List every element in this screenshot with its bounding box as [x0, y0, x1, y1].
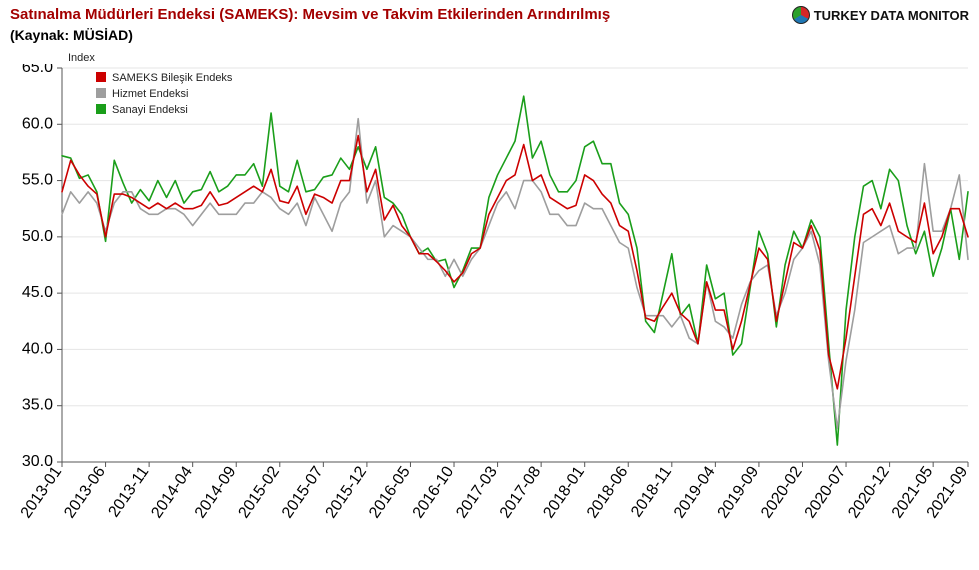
svg-text:2013-06: 2013-06 — [61, 463, 109, 521]
series-hizmet-endeksi — [62, 119, 968, 429]
svg-text:2013-11: 2013-11 — [105, 463, 152, 520]
svg-text:35.0: 35.0 — [22, 397, 53, 414]
svg-text:2015-02: 2015-02 — [235, 463, 283, 521]
svg-text:2016-05: 2016-05 — [366, 463, 414, 521]
svg-text:2014-09: 2014-09 — [192, 463, 240, 521]
svg-text:2013-01: 2013-01 — [18, 463, 66, 521]
legend-label: Hizmet Endeksi — [112, 88, 188, 100]
svg-text:2020-12: 2020-12 — [845, 463, 893, 521]
brand-badge: TURKEY DATA MONITOR — [792, 6, 969, 24]
line-chart: 30.035.040.045.050.055.060.065.0 2013-01… — [0, 64, 979, 570]
svg-text:2015-12: 2015-12 — [323, 463, 371, 521]
legend-swatch-icon — [96, 72, 106, 82]
chart-title: Satınalma Müdürleri Endeksi (SAMEKS): Me… — [10, 6, 610, 25]
svg-text:2016-10: 2016-10 — [410, 463, 458, 521]
svg-text:2019-09: 2019-09 — [715, 463, 763, 521]
svg-text:2017-08: 2017-08 — [497, 463, 545, 521]
svg-text:2017-03: 2017-03 — [453, 463, 501, 521]
svg-text:2015-07: 2015-07 — [279, 463, 327, 521]
chart-source: (Kaynak: MÜSİAD) — [10, 27, 610, 45]
svg-text:55.0: 55.0 — [22, 172, 53, 189]
svg-text:2014-04: 2014-04 — [148, 463, 196, 521]
svg-text:2020-07: 2020-07 — [802, 463, 850, 521]
svg-text:40.0: 40.0 — [22, 340, 53, 357]
svg-text:65.0: 65.0 — [22, 64, 53, 76]
svg-text:2019-04: 2019-04 — [671, 463, 719, 521]
legend-swatch-icon — [96, 104, 106, 114]
svg-text:45.0: 45.0 — [22, 284, 53, 301]
legend-swatch-icon — [96, 88, 106, 98]
brand-logo-icon — [792, 6, 810, 24]
svg-text:60.0: 60.0 — [22, 115, 53, 132]
y-axis-title: Index — [68, 52, 95, 64]
svg-text:2018-06: 2018-06 — [584, 463, 632, 521]
legend-label: SAMEKS Bileşik Endeks — [112, 72, 233, 84]
legend-label: Sanayi Endeksi — [112, 104, 188, 116]
svg-text:50.0: 50.0 — [22, 228, 53, 245]
series-sameks-bileşik-endeks — [62, 136, 968, 389]
svg-text:2018-11: 2018-11 — [628, 463, 675, 520]
svg-text:2020-02: 2020-02 — [758, 463, 806, 521]
svg-text:2018-01: 2018-01 — [540, 463, 588, 521]
brand-text: TURKEY DATA MONITOR — [814, 8, 969, 23]
